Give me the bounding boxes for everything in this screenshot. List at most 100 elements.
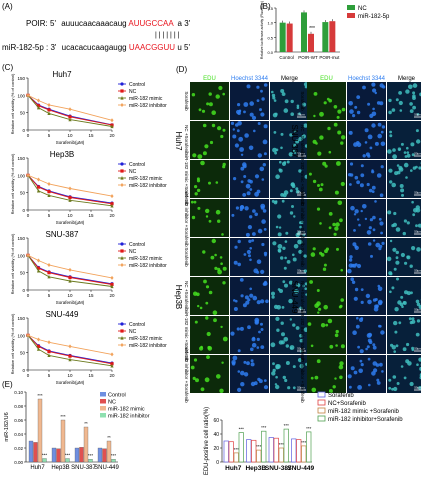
- cell-nucleus: [317, 311, 320, 314]
- x-tick-label: SNU-387: [71, 465, 96, 471]
- row-label: miR-182 mimic +Sorafenib: [300, 308, 305, 362]
- micrograph-background: [190, 199, 229, 237]
- cell-nucleus: [359, 183, 364, 188]
- cell-nucleus: [239, 278, 244, 282]
- panel-b-label: (B): [260, 2, 271, 11]
- cell-nucleus: [389, 130, 392, 134]
- cell-nucleus: [280, 256, 284, 260]
- cell-nucleus: [409, 264, 413, 268]
- significance-marker: ***: [60, 414, 66, 419]
- cell-nucleus: [335, 222, 340, 227]
- cell-nucleus: [388, 386, 392, 390]
- cell-nucleus: [190, 365, 195, 370]
- y-tick-label: 0.02: [14, 446, 23, 451]
- cell-nucleus: [197, 206, 201, 210]
- cell-nucleus: [271, 199, 275, 203]
- data-point: [68, 198, 72, 202]
- data-point: [68, 195, 72, 200]
- cell-nucleus: [379, 221, 384, 226]
- cell-nucleus: [316, 289, 320, 292]
- cell-nucleus: [391, 345, 396, 350]
- cell-nucleus: [289, 347, 293, 350]
- chart-title: Hep3B: [50, 150, 74, 159]
- scalebar-label: 50μm: [297, 347, 305, 351]
- legend-swatch: [317, 399, 326, 406]
- scalebar-label: 50μm: [414, 152, 421, 156]
- legend-label: Control: [129, 162, 145, 168]
- cell-nucleus: [290, 99, 294, 104]
- x-tick-label: 5: [48, 373, 51, 378]
- cell-nucleus: [412, 83, 418, 88]
- cell-nucleus: [251, 337, 256, 342]
- chart-title: SNU-449: [46, 310, 79, 319]
- cell-nucleus: [293, 130, 297, 133]
- cell-nucleus: [238, 136, 244, 142]
- cell-nucleus: [247, 325, 251, 330]
- x-tick-label: Hep3B: [51, 465, 69, 471]
- mir-black-seq: ucacacucaagaugg: [62, 43, 127, 52]
- y-tick-label: 0: [216, 460, 219, 466]
- data-point: [47, 193, 51, 198]
- legend-label: NC: [358, 6, 367, 12]
- data-point: [110, 284, 114, 289]
- x-tick-label: POIR-WT: [298, 55, 318, 60]
- cell-nucleus: [249, 188, 253, 191]
- cell-nucleus: [301, 135, 305, 138]
- cell-nucleus: [250, 347, 254, 352]
- cell-nucleus: [262, 209, 267, 213]
- row-label: miR-182 inhibitor +Sorafenib: [184, 189, 189, 247]
- legend-swatch: [100, 413, 106, 418]
- cell-nucleus: [412, 91, 416, 95]
- y-tick-label: 0: [22, 368, 25, 373]
- x-tick-label: 0: [27, 293, 30, 298]
- cell-nucleus: [322, 267, 327, 271]
- cell-nucleus: [312, 179, 317, 184]
- cell-nucleus: [393, 320, 398, 326]
- cell-nucleus: [272, 362, 275, 366]
- bar: [88, 459, 93, 463]
- cell-nucleus: [202, 250, 206, 254]
- data-point: [36, 185, 41, 189]
- cell-nucleus: [289, 318, 292, 321]
- cell-nucleus: [309, 280, 313, 284]
- cell-nucleus: [263, 228, 267, 231]
- cell-nucleus: [212, 310, 218, 316]
- cell-nucleus: [202, 151, 207, 156]
- cell-nucleus: [292, 253, 295, 257]
- panel-d-label: (D): [176, 65, 187, 74]
- cell-nucleus: [214, 253, 217, 257]
- cell-nucleus: [409, 109, 414, 113]
- y-tick-label: 50: [20, 271, 26, 276]
- cell-nucleus: [352, 263, 357, 268]
- x-tick-label: SNU-449: [94, 465, 119, 471]
- cell-nucleus: [334, 333, 339, 338]
- y-tick-label: 150: [17, 236, 25, 241]
- cell-nucleus: [232, 355, 238, 361]
- cell-nucleus: [300, 220, 304, 224]
- bar: [322, 22, 329, 52]
- cell-nucleus: [222, 128, 226, 132]
- cell-nucleus: [260, 89, 263, 93]
- cell-nucleus: [217, 219, 221, 223]
- cell-nucleus: [274, 151, 277, 155]
- cell-nucleus: [201, 109, 206, 113]
- cell-nucleus: [400, 142, 404, 146]
- cell-nucleus: [273, 131, 277, 134]
- column-header-2: Merge: [281, 76, 299, 82]
- cell-nucleus: [409, 381, 414, 387]
- cell-nucleus: [378, 301, 383, 306]
- scalebar-label: 50μm: [414, 308, 421, 312]
- cell-nucleus: [408, 317, 412, 321]
- x-tick-label: 5: [48, 293, 51, 298]
- data-point: [47, 111, 51, 115]
- micrograph-background: [270, 160, 309, 198]
- micrograph-background: [190, 355, 229, 393]
- cell-nucleus: [263, 152, 267, 156]
- cell-nucleus: [418, 386, 421, 390]
- y-axis-label: Relative cell viability (% of control): [10, 153, 15, 214]
- cell-nucleus: [261, 178, 265, 181]
- viability-chart-huh7: Huh7 0 50 100 150 0 5 10 15 20 Sorafenib(μM) Relati…: [10, 70, 167, 145]
- cell-nucleus: [367, 299, 372, 305]
